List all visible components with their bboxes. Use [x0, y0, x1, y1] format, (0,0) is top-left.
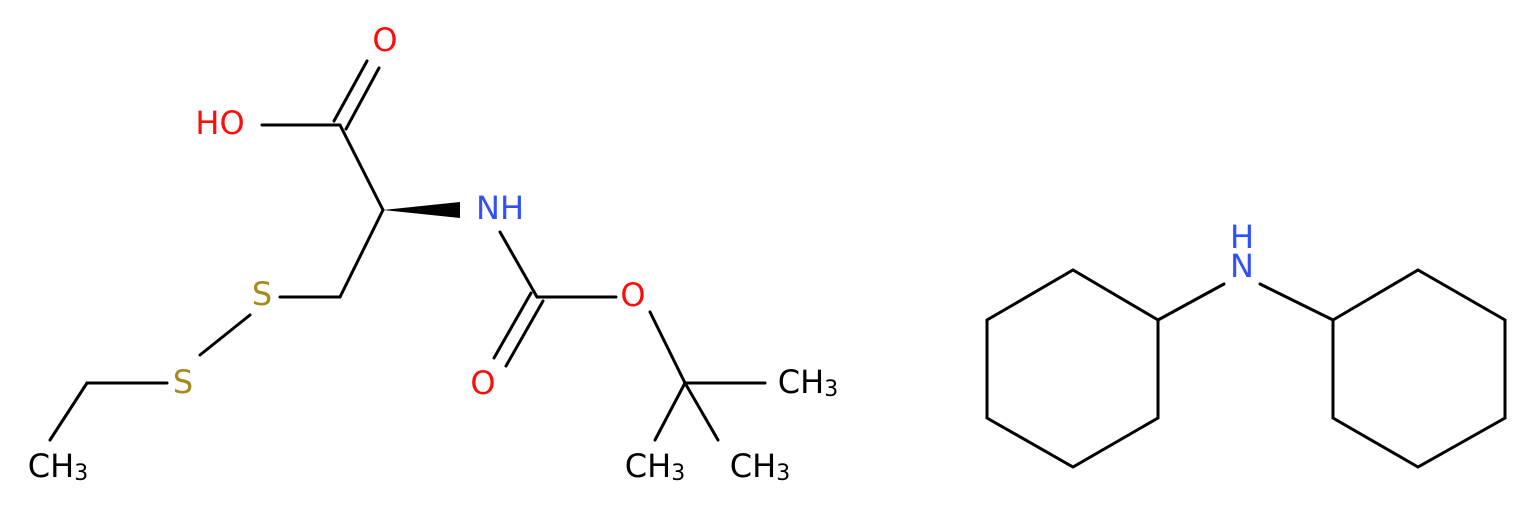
atom-label: N [1230, 247, 1254, 285]
bonds [48, 59, 1507, 469]
atom-label-main: CH [625, 447, 671, 485]
atom-label: H [1230, 218, 1254, 256]
atom-label: CH3 [778, 363, 838, 402]
atom-label: CH3 [625, 447, 685, 486]
atom-label: S [173, 363, 193, 401]
atom-label: CH3 [730, 447, 790, 486]
atom-label: HO [195, 104, 244, 142]
atom-label-main: CH [730, 447, 776, 485]
atom-label: S [252, 275, 272, 313]
atom-label-main: CH [28, 447, 74, 485]
atom-label: NH [476, 189, 524, 227]
atom-label-sub: 3 [671, 461, 685, 486]
atom-label-sub: 3 [824, 377, 838, 402]
atom-label-sub: 3 [74, 461, 88, 486]
atom-label-sub: 3 [776, 461, 790, 486]
atom-label: O [620, 276, 645, 314]
atom-label: O [372, 21, 397, 59]
atom-label-main: CH [778, 363, 824, 401]
atom-label: O [470, 364, 495, 402]
atom-label: CH3 [28, 447, 88, 486]
